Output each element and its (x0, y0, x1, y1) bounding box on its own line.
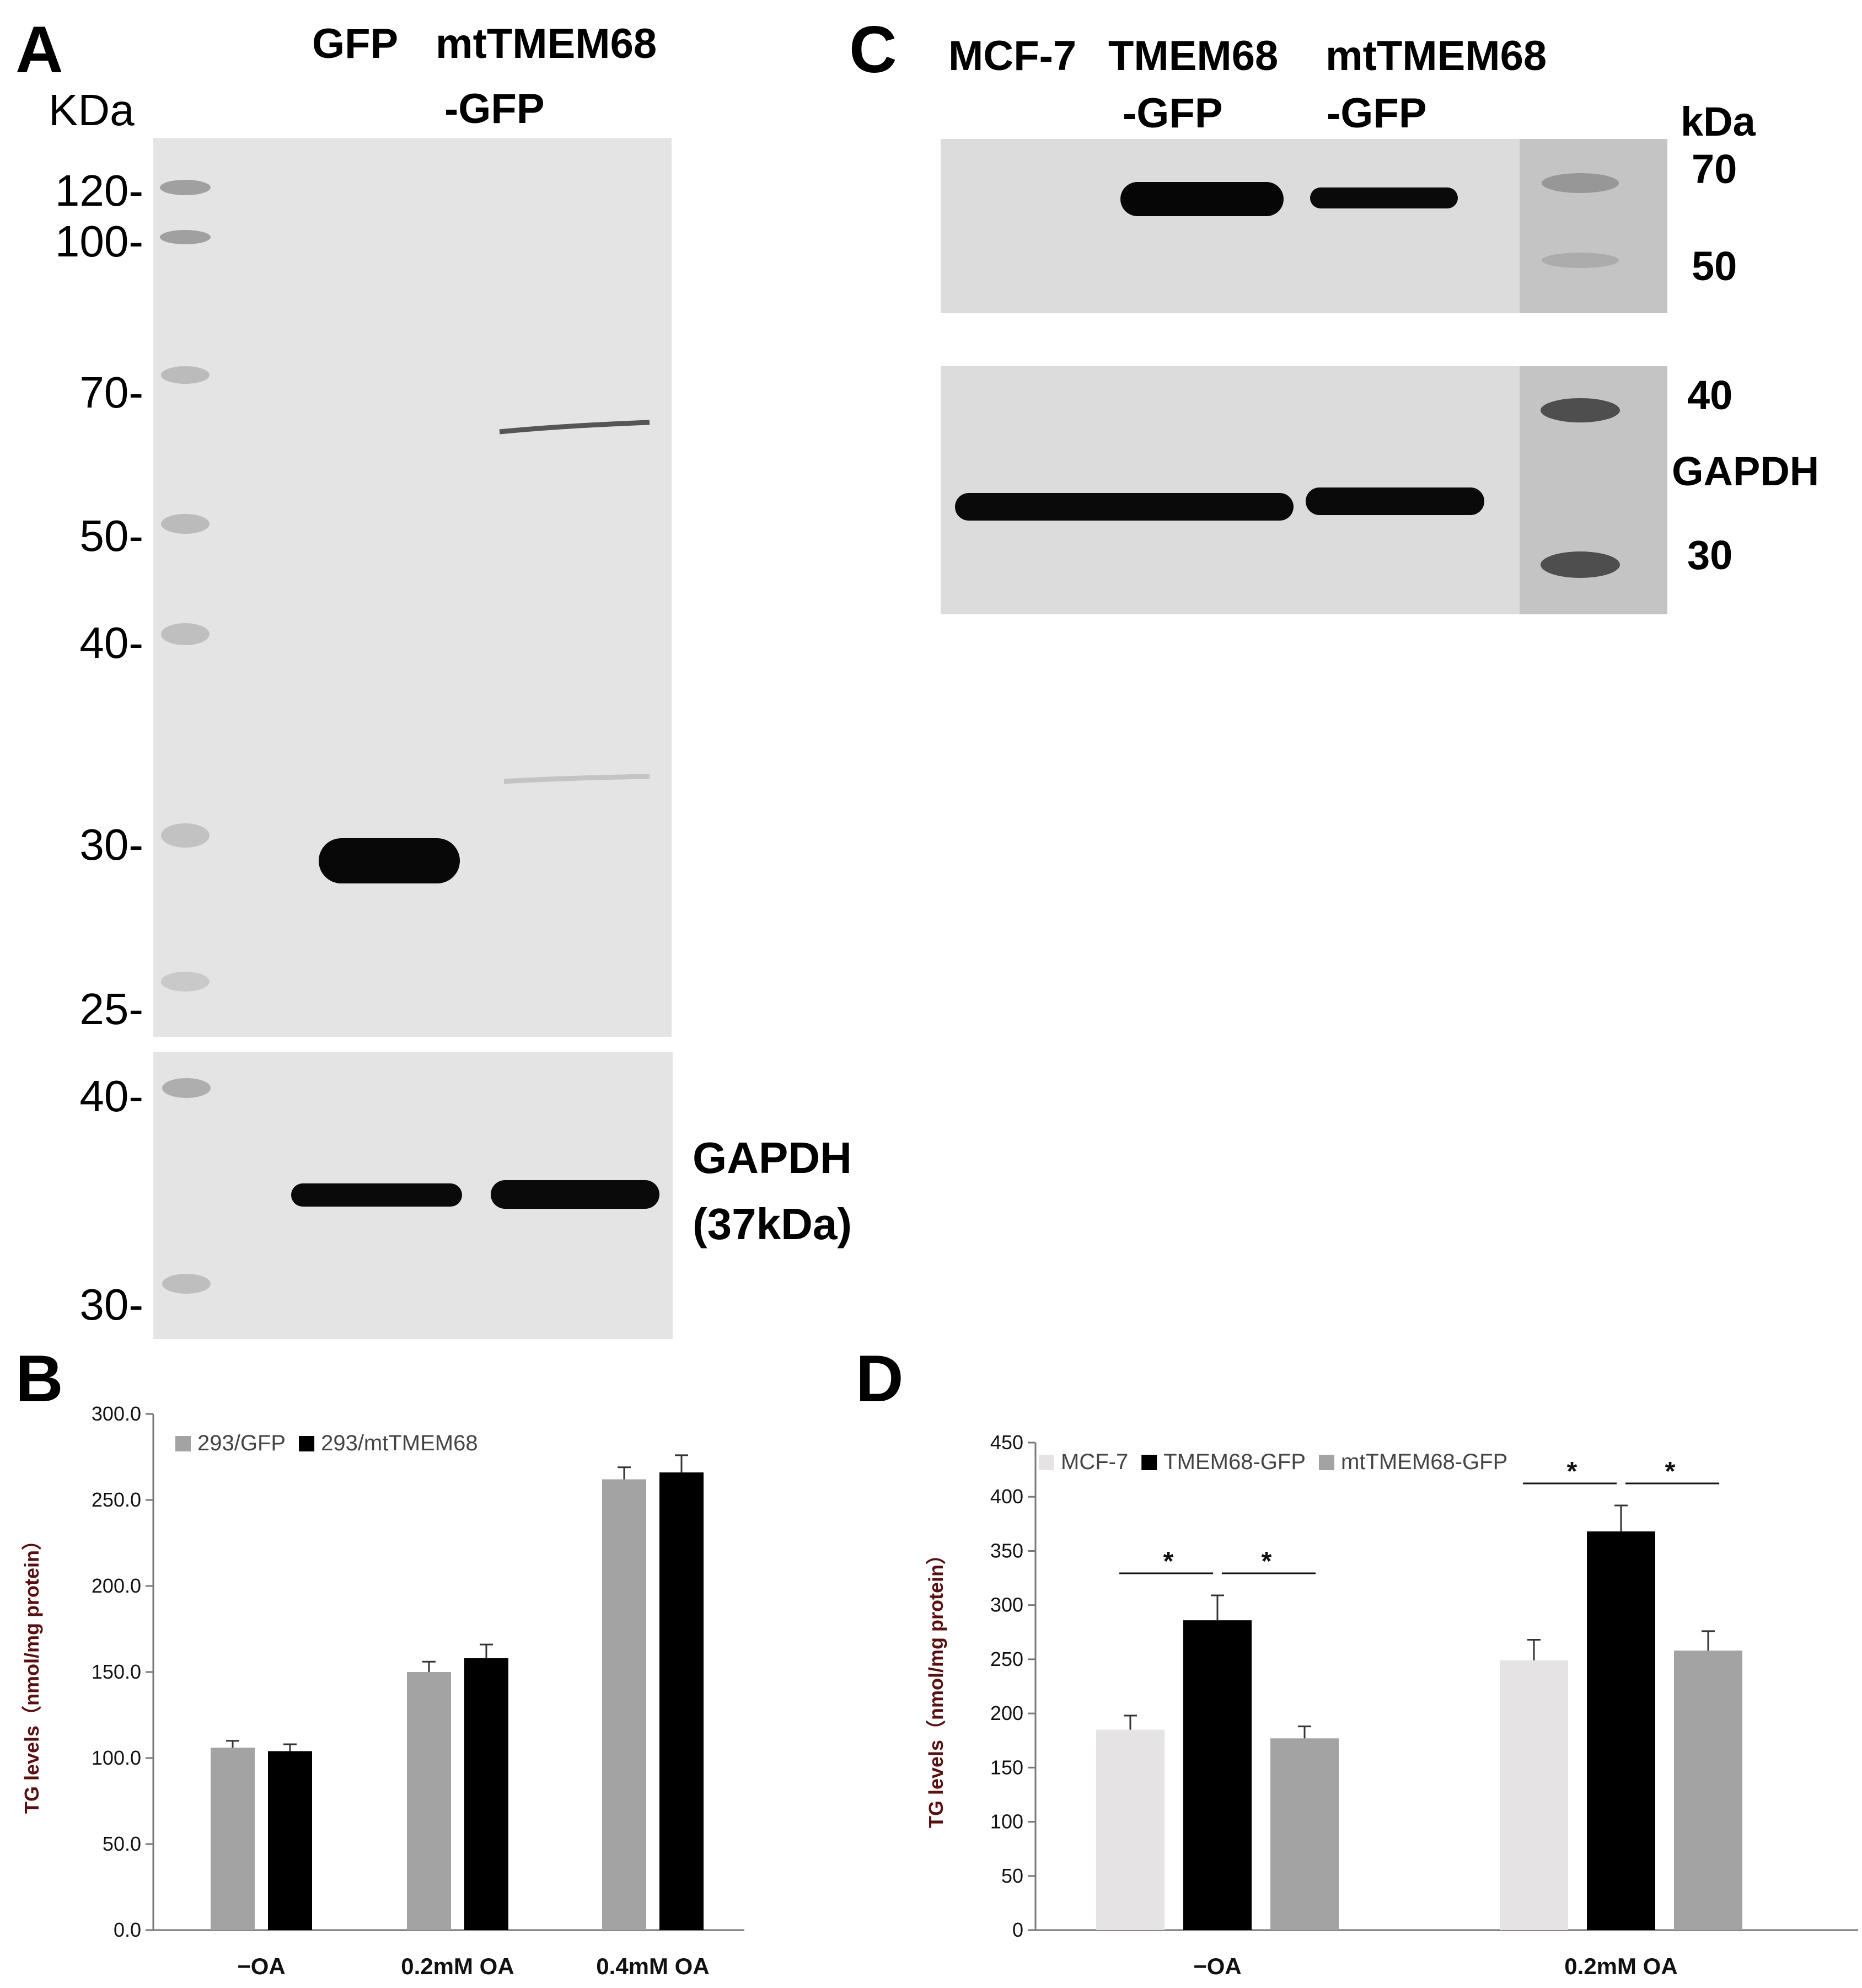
band-tmem68-gfp (1120, 182, 1284, 216)
legend-swatch (1141, 1455, 1157, 1470)
category-label: 0.4mM OA (596, 1953, 709, 1979)
significance-star: * (1665, 1457, 1676, 1486)
legend-swatch (1039, 1455, 1054, 1470)
significance-star: * (1262, 1547, 1272, 1576)
gapdh-label-a: GAPDH (693, 1133, 852, 1182)
bar (1587, 1531, 1655, 1930)
chart-d: 0 50 100 150 200 250 300 350 400 450 TG levels（nmo… (925, 1431, 1858, 1979)
y-axis-label: TG levels（nmol/mg protein） (925, 1545, 947, 1828)
band-mttmem68-gfp-c (1310, 187, 1458, 208)
y-tick-label: 150 (990, 1756, 1023, 1778)
bar (407, 1672, 451, 1930)
y-tick-label: 250 (990, 1648, 1023, 1670)
y-tick-label: 250.0 (92, 1488, 141, 1511)
y-tick-label: 450 (990, 1431, 1023, 1454)
mw-label-40-lower: 40- (79, 1071, 143, 1121)
category-label: 0.2mM OA (401, 1953, 514, 1979)
y-axis-label: TG levels（nmol/mg protein） (20, 1530, 43, 1814)
legend-label: TMEM68-GFP (1163, 1450, 1306, 1474)
band-mttmem68-gfp (499, 420, 650, 435)
mw-label-c-30: 30 (1687, 532, 1733, 578)
y-tick-label: 300 (990, 1594, 1023, 1616)
mw-label-70: 70- (79, 368, 143, 417)
panel-letter-c: C (849, 13, 897, 87)
y-tick-label: 100.0 (92, 1746, 141, 1769)
mw-unit-label-c: kDa (1681, 99, 1756, 144)
gapdh-band-mcf7-tmem68 (955, 493, 1294, 521)
chart-b: 0.0 50.0 100.0 150.0 200.0 250.0 300.0 TG level… (20, 1402, 744, 1979)
faint-band (503, 774, 650, 784)
mw-label-c-50: 50 (1692, 243, 1737, 289)
bar (1096, 1729, 1165, 1930)
lane-label-tmem68-gfp-suffix: -GFP (1123, 90, 1223, 137)
mw-label-25: 25- (79, 984, 143, 1033)
bar (211, 1748, 255, 1930)
y-tick-label: 300.0 (92, 1402, 141, 1425)
legend-swatch (299, 1436, 315, 1451)
y-tick-label: 200 (990, 1702, 1023, 1724)
category-label: −OA (1193, 1953, 1242, 1979)
bar (268, 1751, 312, 1930)
mw-label-50: 50- (79, 511, 143, 560)
mw-label-40: 40- (79, 618, 143, 667)
band-gfp (319, 838, 460, 883)
gapdh-size-label-a: (37kDa) (693, 1199, 852, 1248)
mw-label-100: 100- (55, 217, 143, 266)
panel-letter-d: D (856, 1342, 904, 1416)
bar (464, 1658, 508, 1930)
lane-label-tmem68: TMEM68 (1108, 33, 1279, 79)
blot-a-main (153, 138, 672, 1037)
mw-label-c-40: 40 (1687, 372, 1733, 418)
panel-letter-b: B (15, 1342, 63, 1416)
blot-c-gapdh (941, 366, 1667, 614)
y-tick-label: 100 (990, 1810, 1023, 1833)
gapdh-band-gfp (291, 1183, 462, 1207)
mw-label-120: 120- (55, 166, 143, 215)
lane-label-mttmem68-c: mtTMEM68 (1326, 33, 1547, 79)
category-label: 0.2mM OA (1564, 1953, 1677, 1979)
mw-label-30: 30- (79, 820, 143, 869)
mw-unit-label: KDa (49, 85, 135, 135)
mw-label-30-lower: 30- (79, 1280, 143, 1329)
y-tick-label: 400 (990, 1485, 1023, 1508)
gapdh-band-mttmem68 (491, 1180, 659, 1209)
y-tick-label: 150.0 (92, 1660, 141, 1683)
gapdh-band-mttmem68-c (1306, 487, 1484, 515)
legend-swatch (175, 1436, 191, 1451)
panel-letter-a: A (15, 13, 63, 87)
y-tick-label: 0 (1012, 1919, 1023, 1941)
mw-label-c-70: 70 (1692, 146, 1737, 192)
legend-label: 293/GFP (197, 1431, 286, 1455)
y-tick-label: 200.0 (92, 1574, 141, 1597)
bar (659, 1472, 704, 1930)
gapdh-label-c: GAPDH (1672, 448, 1820, 494)
legend-label: 293/mtTMEM68 (321, 1431, 478, 1455)
significance-star: * (1163, 1547, 1174, 1576)
category-label: −OA (237, 1953, 286, 1979)
blot-c-main (941, 139, 1667, 313)
bar (602, 1479, 646, 1930)
bar (1674, 1651, 1742, 1930)
y-tick-label: 350 (990, 1539, 1023, 1562)
lane-label-gfp: GFP (312, 20, 399, 67)
significance-star: * (1567, 1457, 1577, 1486)
lane-label-gfp-suffix: -GFP (444, 85, 545, 132)
bar (1183, 1620, 1252, 1930)
lane-label-mcf7: MCF-7 (948, 33, 1077, 79)
y-tick-label: 50.0 (103, 1832, 141, 1855)
bar (1500, 1660, 1568, 1930)
legend-label: mtTMEM68-GFP (1341, 1450, 1507, 1474)
y-tick-label: 0.0 (114, 1919, 141, 1941)
lane-label-mttmem68: mtTMEM68 (436, 20, 657, 67)
blot-a-gapdh (153, 1052, 673, 1339)
legend-label: MCF-7 (1061, 1450, 1128, 1474)
y-tick-label: 50 (1001, 1864, 1023, 1887)
legend-swatch (1319, 1455, 1335, 1470)
bar (1270, 1738, 1339, 1930)
lane-label-mttmem68-gfp-suffix: -GFP (1327, 90, 1427, 137)
